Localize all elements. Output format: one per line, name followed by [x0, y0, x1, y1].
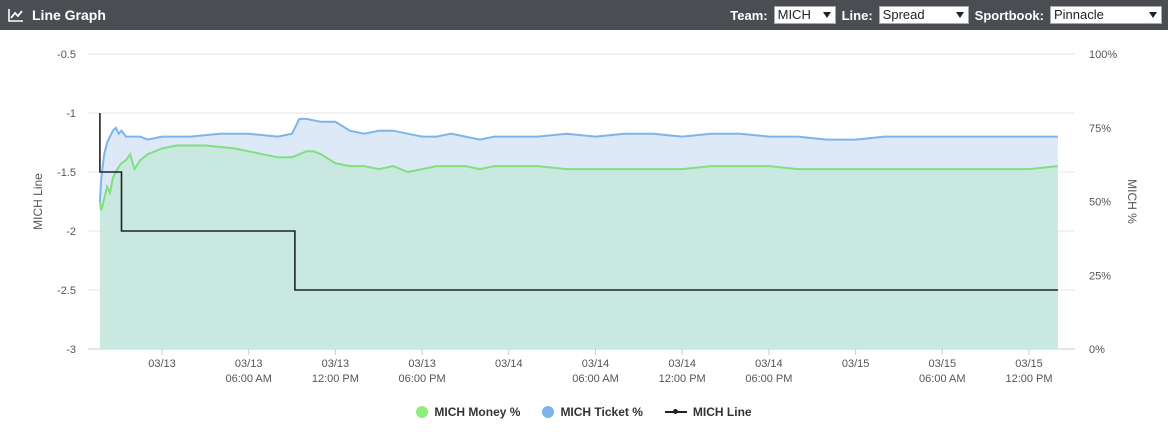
x-tick-label-date: 03/15	[929, 358, 957, 370]
right-tick-label: 0%	[1089, 344, 1105, 356]
line-select[interactable]: Spread	[878, 6, 969, 24]
team-select-value: MICH	[777, 7, 811, 22]
x-tick-label-date: 03/13	[322, 358, 350, 370]
money-series-line	[98, 144, 1059, 211]
left-tick-label: -2.5	[57, 285, 76, 297]
x-tick-label-time: 06:00 AM	[919, 373, 965, 385]
legend-marker-ticket	[542, 406, 555, 418]
right-tick-label: 50%	[1089, 197, 1111, 209]
x-tick-label-time: 12:00 PM	[1005, 373, 1052, 385]
x-tick-label-date: 03/14	[755, 358, 783, 370]
team-label: Team:	[730, 7, 768, 23]
chart-title-group: Line Graph	[8, 0, 106, 30]
ticket-series-line	[98, 117, 1058, 202]
money-area	[99, 145, 1058, 349]
legend-item-line[interactable]: MICH Line	[664, 405, 752, 419]
line-label: Line:	[841, 7, 873, 23]
x-tick-label-date: 03/13	[148, 358, 176, 370]
right-tick-label: 75%	[1089, 123, 1111, 135]
right-tick-label: 100%	[1089, 49, 1117, 61]
team-select[interactable]: MICH	[773, 6, 836, 24]
line-chart: -0.5 -1 -1.5 -2 -2.5 -3 100% 75% 50% 25% 0% 03/13 03…	[31, 49, 1139, 385]
x-tick-label-time: 06:00 AM	[225, 373, 271, 385]
chart-header-bar: Line Graph Team: MICH Line: Spread Sport…	[0, 0, 1168, 30]
x-tick-label-date: 03/13	[408, 358, 436, 370]
left-tick-label: -1.5	[57, 167, 76, 179]
legend-item-money[interactable]: MICH Money %	[416, 405, 520, 419]
line-chart-icon	[8, 9, 23, 22]
x-tick-label-date: 03/13	[235, 358, 263, 370]
legend-label-money: MICH Money %	[434, 405, 521, 419]
mich-line-series	[99, 113, 1058, 291]
x-tick-label-time: 12:00 PM	[312, 373, 359, 385]
x-tick-label-date: 03/14	[495, 358, 523, 370]
x-tick-label-time: 06:00 PM	[399, 373, 446, 385]
legend-marker-money	[416, 406, 429, 418]
left-axis-title: MICH Line	[31, 173, 45, 230]
x-tick-label-time: 06:00 PM	[745, 373, 792, 385]
x-tick-label-date: 03/14	[582, 358, 610, 370]
chevron-down-icon	[955, 12, 964, 18]
legend-label-line: MICH Line	[692, 405, 752, 419]
x-tick-label-date: 03/15	[1015, 358, 1043, 370]
right-axis-title: MICH %	[1125, 179, 1139, 224]
chart-legend: MICH Money % MICH Ticket % MICH Line	[0, 405, 1168, 419]
x-tick-label-date: 03/14	[668, 358, 696, 370]
chart-area: -0.5 -1 -1.5 -2 -2.5 -3 100% 75% 50% 25% 0% 03/13 03…	[0, 30, 1168, 431]
left-tick-label: -1	[66, 108, 76, 120]
line-select-value: Spread	[882, 7, 925, 22]
sportbook-select-value: Pinnacle	[1054, 7, 1104, 22]
sportbook-label: Sportbook:	[974, 7, 1044, 23]
x-tick-label-date: 03/15	[842, 358, 870, 370]
left-tick-label: -3	[66, 344, 76, 356]
left-tick-label: -0.5	[57, 49, 76, 61]
legend-marker-line	[664, 409, 687, 414]
right-tick-label: 25%	[1089, 270, 1111, 282]
chart-title: Line Graph	[32, 7, 106, 23]
sportbook-select[interactable]: Pinnacle	[1050, 6, 1162, 24]
legend-item-ticket[interactable]: MICH Ticket %	[542, 405, 643, 419]
legend-label-ticket: MICH Ticket %	[560, 405, 643, 419]
x-tick-label-time: 06:00 AM	[572, 373, 618, 385]
chevron-down-icon	[1149, 12, 1157, 18]
x-tick-label-time: 12:00 PM	[659, 373, 706, 385]
chart-controls: Team: MICH Line: Spread Sportbook: Pinna…	[730, 0, 1162, 30]
left-tick-label: -2	[66, 226, 76, 238]
chevron-down-icon	[822, 12, 831, 18]
